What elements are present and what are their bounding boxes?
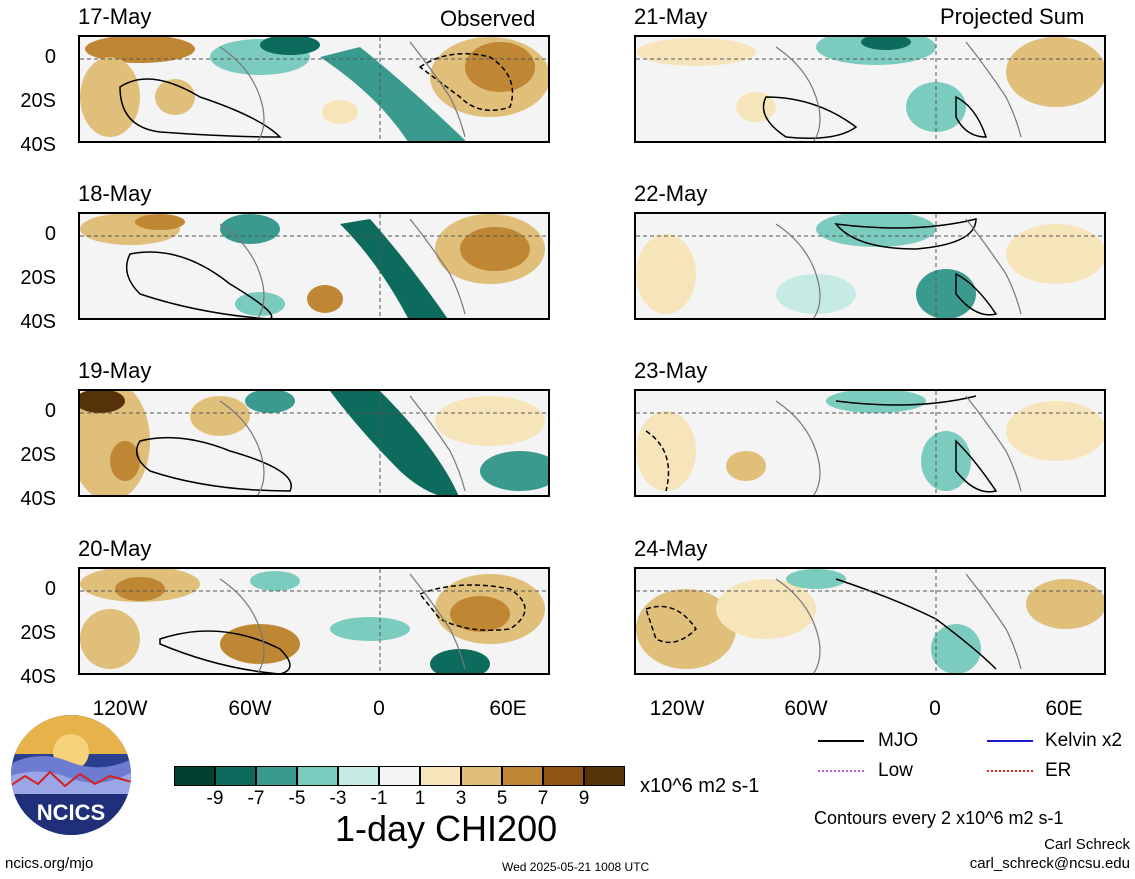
lon-tick: 0 — [929, 697, 941, 720]
date-label-proj-1: 21-May — [634, 4, 708, 29]
colorbar-tick: -1 — [370, 788, 388, 809]
colorbar-units: x10^6 m2 s-1 — [640, 775, 760, 797]
colorbar-swatch — [584, 766, 625, 786]
lat-tick: 40S — [20, 488, 56, 510]
date-label-obs-1: 17-May — [78, 4, 152, 29]
colorbar-swatch — [379, 766, 420, 786]
colorbar-swatch — [174, 766, 215, 786]
map-panel-proj-2 — [634, 212, 1106, 320]
date-label-obs-3: 19-May — [78, 358, 152, 383]
lat-tick: 40S — [20, 134, 56, 156]
lon-tick: 120W — [649, 697, 705, 720]
map-panel-proj-1 — [634, 35, 1106, 143]
mjo-legend-label: MJO — [878, 730, 919, 751]
kelvin-legend-label: Kelvin x2 — [1045, 730, 1123, 751]
colorbar-tick: 9 — [578, 788, 590, 809]
ncics-logo-text: NCICS — [36, 800, 106, 825]
lon-tick: 60E — [489, 697, 527, 720]
lat-tick: 0 — [44, 223, 56, 245]
low-legend-label: Low — [878, 760, 913, 781]
er-legend-label: ER — [1045, 760, 1072, 781]
map-panel-obs-1 — [78, 35, 550, 143]
projected-label: Projected Sum — [940, 4, 1085, 29]
date-label-proj-3: 23-May — [634, 358, 708, 383]
colorbar-swatch — [502, 766, 543, 786]
lat-tick: 20S — [20, 267, 56, 289]
colorbar-swatch — [420, 766, 461, 786]
lat-tick: 40S — [20, 311, 56, 333]
date-label-proj-4: 24-May — [634, 536, 708, 561]
colorbar-swatch — [215, 766, 256, 786]
colorbar-tick: -7 — [247, 788, 265, 809]
colorbar-swatch — [256, 766, 297, 786]
colorbar-swatch — [461, 766, 502, 786]
contours-note: Contours every 2 x10^6 m2 s-1 — [814, 808, 1064, 828]
colorbar-tick: -9 — [206, 788, 224, 809]
lon-tick: 60W — [228, 697, 272, 720]
date-label-obs-2: 18-May — [78, 181, 152, 206]
observed-label: Observed — [440, 6, 536, 31]
lat-tick: 40S — [20, 666, 56, 688]
lat-tick: 20S — [20, 622, 56, 644]
kelvin-legend-line — [987, 740, 1033, 742]
author: Carl Schreck — [1044, 836, 1130, 853]
lat-tick: 0 — [44, 46, 56, 68]
lat-tick: 0 — [44, 578, 56, 600]
lon-tick: 0 — [373, 697, 385, 720]
colorbar-tick: 1 — [414, 788, 426, 809]
er-legend-line — [987, 770, 1033, 772]
mjo-legend-line — [818, 740, 864, 742]
lat-tick: 0 — [44, 400, 56, 422]
colorbar-tick: -3 — [329, 788, 347, 809]
lon-tick: 60W — [784, 697, 828, 720]
map-panel-obs-2 — [78, 212, 550, 320]
email: carl_schreck@ncsu.edu — [969, 855, 1130, 872]
colorbar-title: 1-day CHI200 — [335, 808, 558, 849]
colorbar-swatch — [338, 766, 379, 786]
ncics-logo: NCICS — [10, 714, 132, 836]
lon-tick: 120W — [92, 697, 148, 720]
map-panel-obs-3 — [78, 389, 550, 497]
date-label-obs-4: 20-May — [78, 536, 152, 561]
footer-url: ncics.org/mjo — [5, 855, 94, 872]
timestamp: Wed 2025-05-21 1008 UTC — [502, 860, 650, 874]
colorbar-swatch — [543, 766, 584, 786]
lon-tick: 60E — [1045, 697, 1083, 720]
low-legend-line — [818, 770, 864, 772]
colorbar-tick: 5 — [496, 788, 508, 809]
map-panel-proj-4 — [634, 567, 1106, 675]
colorbar-tick: 7 — [537, 788, 549, 809]
colorbar-tick: -5 — [288, 788, 306, 809]
map-panel-obs-4 — [78, 567, 550, 675]
colorbar-swatch — [297, 766, 338, 786]
colorbar-tick: 3 — [455, 788, 467, 809]
lat-tick: 20S — [20, 444, 56, 466]
map-panel-proj-3 — [634, 389, 1106, 497]
lat-tick: 20S — [20, 90, 56, 112]
date-label-proj-2: 22-May — [634, 181, 708, 206]
